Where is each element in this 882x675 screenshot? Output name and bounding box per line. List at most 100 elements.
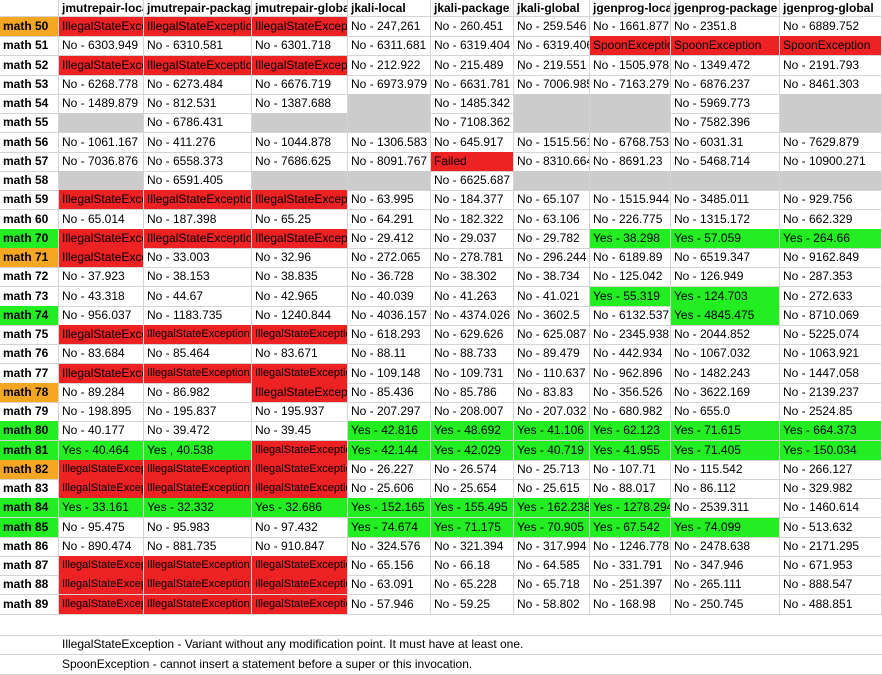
column-header-jmutrepair-global[interactable]: jmutrepair-global bbox=[252, 0, 348, 17]
result-cell[interactable]: No - 1460.614 bbox=[780, 498, 882, 519]
result-cell[interactable]: No - 85.464 bbox=[144, 344, 252, 365]
result-cell[interactable]: IllegalStateException bbox=[59, 55, 144, 76]
result-cell[interactable]: No - 881.735 bbox=[144, 536, 252, 557]
result-cell[interactable]: No - 890.474 bbox=[59, 536, 144, 557]
result-cell[interactable]: No - 6031.31 bbox=[671, 132, 780, 153]
result-cell[interactable]: No - 109.148 bbox=[348, 363, 431, 384]
result-cell[interactable]: No - 107.71 bbox=[590, 459, 671, 480]
result-cell[interactable]: No - 5225.074 bbox=[780, 325, 882, 345]
result-cell[interactable]: No - 65.25 bbox=[252, 209, 348, 230]
row-label-math-56[interactable]: math 56 bbox=[0, 132, 59, 153]
column-header-jmutrepair-local[interactable]: jmutrepair-local bbox=[59, 0, 144, 17]
result-cell[interactable]: No - 7163.279 bbox=[590, 74, 671, 95]
result-cell[interactable]: No - 618.293 bbox=[348, 325, 431, 345]
result-cell[interactable] bbox=[590, 171, 671, 191]
result-cell[interactable]: No - 168.98 bbox=[590, 594, 671, 615]
result-cell[interactable]: Yes - 71.405 bbox=[671, 440, 780, 461]
result-cell[interactable]: No - 88.11 bbox=[348, 344, 431, 365]
result-cell[interactable]: IllegalStateException bbox=[252, 325, 348, 345]
result-cell[interactable]: No - 6268.778 bbox=[59, 74, 144, 95]
row-label-math-84[interactable]: math 84 bbox=[0, 498, 59, 519]
result-cell[interactable]: No - 1315.172 bbox=[671, 209, 780, 230]
column-header-jgenprog-package[interactable]: jgenprog-package bbox=[671, 0, 780, 17]
result-cell[interactable]: No - 7036.876 bbox=[59, 151, 144, 172]
result-cell[interactable]: No - 1067.032 bbox=[671, 344, 780, 365]
result-cell[interactable]: No - 888.547 bbox=[780, 575, 882, 596]
result-cell[interactable]: No - 66.18 bbox=[431, 556, 514, 576]
result-cell[interactable]: No - 8710.069 bbox=[780, 305, 882, 326]
row-label-math-83[interactable]: math 83 bbox=[0, 479, 59, 499]
result-cell[interactable]: IllegalStateException bbox=[59, 594, 144, 615]
result-cell[interactable] bbox=[780, 171, 882, 191]
result-cell[interactable]: No - 1505.978 bbox=[590, 55, 671, 76]
result-cell[interactable] bbox=[59, 113, 144, 134]
result-cell[interactable]: No - 95.475 bbox=[59, 517, 144, 538]
result-cell[interactable]: SpoonException bbox=[780, 36, 882, 57]
result-cell[interactable]: No - 7006.985 bbox=[514, 74, 590, 95]
result-cell[interactable]: No - 6303.949 bbox=[59, 36, 144, 57]
result-cell[interactable]: No - 63.091 bbox=[348, 575, 431, 596]
result-cell[interactable]: No - 38.153 bbox=[144, 267, 252, 288]
result-cell[interactable]: IllegalStateException bbox=[252, 459, 348, 480]
result-cell[interactable]: IllegalStateException bbox=[144, 363, 252, 384]
result-cell[interactable]: No - 65.107 bbox=[514, 190, 590, 211]
result-cell[interactable]: No - 331.791 bbox=[590, 556, 671, 576]
result-cell[interactable] bbox=[514, 171, 590, 191]
row-label-math-74[interactable]: math 74 bbox=[0, 305, 59, 326]
row-label-math-71[interactable]: math 71 bbox=[0, 248, 59, 268]
result-cell[interactable]: No - 247,261 bbox=[348, 17, 431, 37]
result-cell[interactable]: Yes - 41.106 bbox=[514, 421, 590, 442]
row-label-math-73[interactable]: math 73 bbox=[0, 286, 59, 307]
result-cell[interactable]: No - 41.263 bbox=[431, 286, 514, 307]
result-cell[interactable]: Yes - 41.955 bbox=[590, 440, 671, 461]
result-cell[interactable]: No - 25.615 bbox=[514, 479, 590, 499]
result-cell[interactable]: No - 6519.347 bbox=[671, 248, 780, 268]
result-cell[interactable]: No - 260.451 bbox=[431, 17, 514, 37]
column-header-jkali-package[interactable]: jkali-package bbox=[431, 0, 514, 17]
column-header-jgenprog-global[interactable]: jgenprog-global bbox=[780, 0, 882, 17]
result-cell[interactable]: Yes - 42.029 bbox=[431, 440, 514, 461]
result-cell[interactable]: No - 910.847 bbox=[252, 536, 348, 557]
row-label-math-55[interactable]: math 55 bbox=[0, 113, 59, 134]
result-cell[interactable]: IllegalStateException bbox=[252, 382, 348, 403]
result-cell[interactable]: No - 629.626 bbox=[431, 325, 514, 345]
result-cell[interactable]: No - 321.394 bbox=[431, 536, 514, 557]
result-cell[interactable] bbox=[590, 94, 671, 114]
result-cell[interactable]: No - 36.728 bbox=[348, 267, 431, 288]
result-cell[interactable]: No - 2351.8 bbox=[671, 17, 780, 37]
result-cell[interactable]: No - 43.318 bbox=[59, 286, 144, 307]
result-cell[interactable]: Yes - 71.175 bbox=[431, 517, 514, 538]
result-cell[interactable]: No - 6301.718 bbox=[252, 36, 348, 57]
result-cell[interactable]: No - 29.037 bbox=[431, 228, 514, 249]
result-cell[interactable] bbox=[671, 171, 780, 191]
row-label-math-54[interactable]: math 54 bbox=[0, 94, 59, 114]
result-cell[interactable]: IllegalStateException bbox=[59, 479, 144, 499]
result-cell[interactable]: No - 1387.688 bbox=[252, 94, 348, 114]
row-label-math-60[interactable]: math 60 bbox=[0, 209, 59, 230]
result-cell[interactable]: IllegalStateException bbox=[59, 459, 144, 480]
result-cell[interactable]: No - 33.003 bbox=[144, 248, 252, 268]
result-cell[interactable]: No - 272.065 bbox=[348, 248, 431, 268]
result-cell[interactable]: No - 655.0 bbox=[671, 402, 780, 422]
result-cell[interactable]: Yes - 124.703 bbox=[671, 286, 780, 307]
row-label-math-89[interactable]: math 89 bbox=[0, 594, 59, 615]
result-cell[interactable]: No - 26.227 bbox=[348, 459, 431, 480]
result-cell[interactable]: No - 8461.303 bbox=[780, 74, 882, 95]
result-cell[interactable]: Failed bbox=[431, 151, 514, 172]
result-cell[interactable]: Yes - 40.464 bbox=[59, 440, 144, 461]
result-cell[interactable]: IllegalStateException bbox=[144, 575, 252, 596]
row-label-math-58[interactable]: math 58 bbox=[0, 171, 59, 191]
result-cell[interactable]: No - 2524.85 bbox=[780, 402, 882, 422]
result-cell[interactable]: No - 1183.735 bbox=[144, 305, 252, 326]
row-label-math-70[interactable]: math 70 bbox=[0, 228, 59, 249]
result-cell[interactable]: No - 329.982 bbox=[780, 479, 882, 499]
result-cell[interactable]: No - 7108.362 bbox=[431, 113, 514, 134]
result-cell[interactable]: No - 6189.89 bbox=[590, 248, 671, 268]
result-cell[interactable]: No - 411.276 bbox=[144, 132, 252, 153]
result-cell[interactable] bbox=[590, 113, 671, 134]
result-cell[interactable]: No - 317.994 bbox=[514, 536, 590, 557]
result-cell[interactable]: No - 65.718 bbox=[514, 575, 590, 596]
result-cell[interactable]: No - 3622.169 bbox=[671, 382, 780, 403]
row-label-math-72[interactable]: math 72 bbox=[0, 267, 59, 288]
result-cell[interactable]: Yes - 33.161 bbox=[59, 498, 144, 519]
